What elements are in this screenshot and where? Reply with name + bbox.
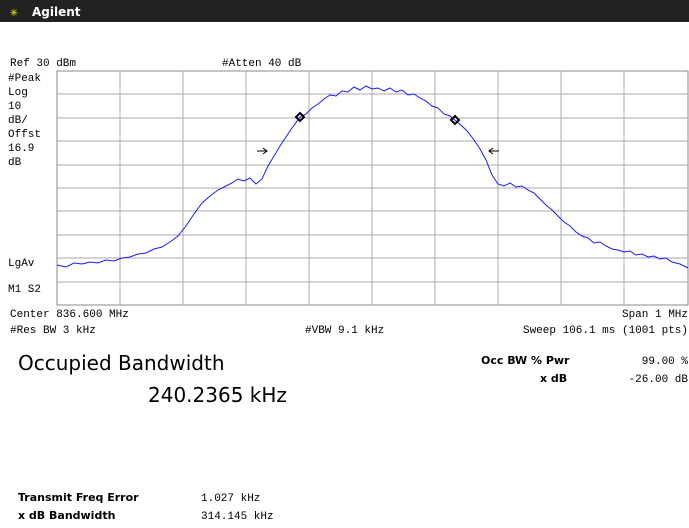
res-bw: #Res BW 3 kHz (10, 325, 96, 337)
result-value: 240.2365 kHz (148, 383, 287, 407)
bandwidth-arrow (257, 147, 268, 155)
xdb-bw-label: x dB Bandwidth (18, 509, 115, 522)
trace (56, 85, 689, 269)
left-label: dB/ (8, 115, 28, 127)
logo-icon: ✳ (10, 5, 18, 20)
marker-diamond (449, 114, 461, 126)
xdb-value: -26.00 dB (629, 374, 689, 386)
occ-label: Occ BW % Pwr (481, 354, 570, 367)
freq-error-value: 1.027 kHz (201, 493, 260, 505)
left-label: 16.9 (8, 143, 34, 155)
left-label: dB (8, 157, 22, 169)
vbw: #VBW 9.1 kHz (305, 325, 384, 337)
header-bar (0, 0, 689, 22)
result-title: Occupied Bandwidth (18, 351, 225, 375)
marker-diamond (294, 111, 306, 123)
marker-label: M1 S2 (8, 284, 41, 296)
center-freq: Center 836.600 MHz (10, 309, 129, 321)
span: Span 1 MHz (622, 309, 688, 321)
attenuation: #Atten 40 dB (222, 58, 302, 70)
left-label: 10 (8, 101, 21, 113)
lgav: LgAv (8, 258, 35, 270)
left-label: Log (8, 87, 28, 99)
left-label: #Peak (8, 73, 41, 85)
xdb-label: x dB (540, 372, 567, 385)
bandwidth-arrow (488, 147, 499, 155)
occ-value: 99.00 % (642, 356, 689, 368)
left-label: Offst (8, 129, 41, 141)
freq-error-label: Transmit Freq Error (18, 491, 139, 504)
sweep: Sweep 106.1 ms (1001 pts) (523, 325, 688, 337)
ref-level: Ref 30 dBm (10, 58, 76, 70)
brand: Agilent (32, 5, 81, 19)
xdb-bw-value: 314.145 kHz (201, 511, 274, 523)
graticule (56, 70, 689, 306)
